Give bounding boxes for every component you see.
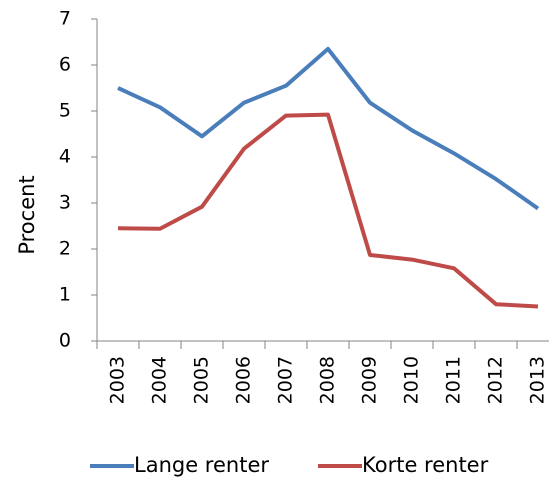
legend-label: Lange renter — [134, 453, 269, 477]
x-tick-label: 2003 — [107, 356, 129, 404]
y-tick-label: 0 — [59, 330, 71, 352]
legend-label: Korte renter — [362, 453, 489, 477]
series-line — [117, 46, 540, 211]
y-tick-label: 1 — [59, 284, 71, 306]
x-tick-label: 2009 — [359, 356, 381, 404]
x-tick-label: 2012 — [485, 356, 507, 404]
x-tick-label: 2004 — [149, 356, 171, 404]
x-tick-label: 2011 — [443, 356, 465, 404]
y-tick-label: 7 — [59, 8, 71, 30]
x-tick-label: 2005 — [191, 356, 213, 404]
x-tick-label: 2013 — [527, 356, 549, 404]
x-tick-label: 2008 — [317, 356, 339, 404]
y-tick-label: 4 — [59, 146, 71, 168]
y-tick-label: 5 — [59, 100, 71, 122]
y-tick-label: 3 — [59, 192, 71, 214]
y-tick-label: 2 — [59, 238, 71, 260]
series-line — [117, 112, 539, 309]
y-axis-label: Procent — [15, 175, 39, 254]
y-tick-label: 6 — [59, 54, 71, 76]
x-tick-label: 2006 — [233, 356, 255, 404]
x-tick-label: 2007 — [275, 356, 297, 404]
x-tick-label: 2010 — [401, 356, 423, 404]
